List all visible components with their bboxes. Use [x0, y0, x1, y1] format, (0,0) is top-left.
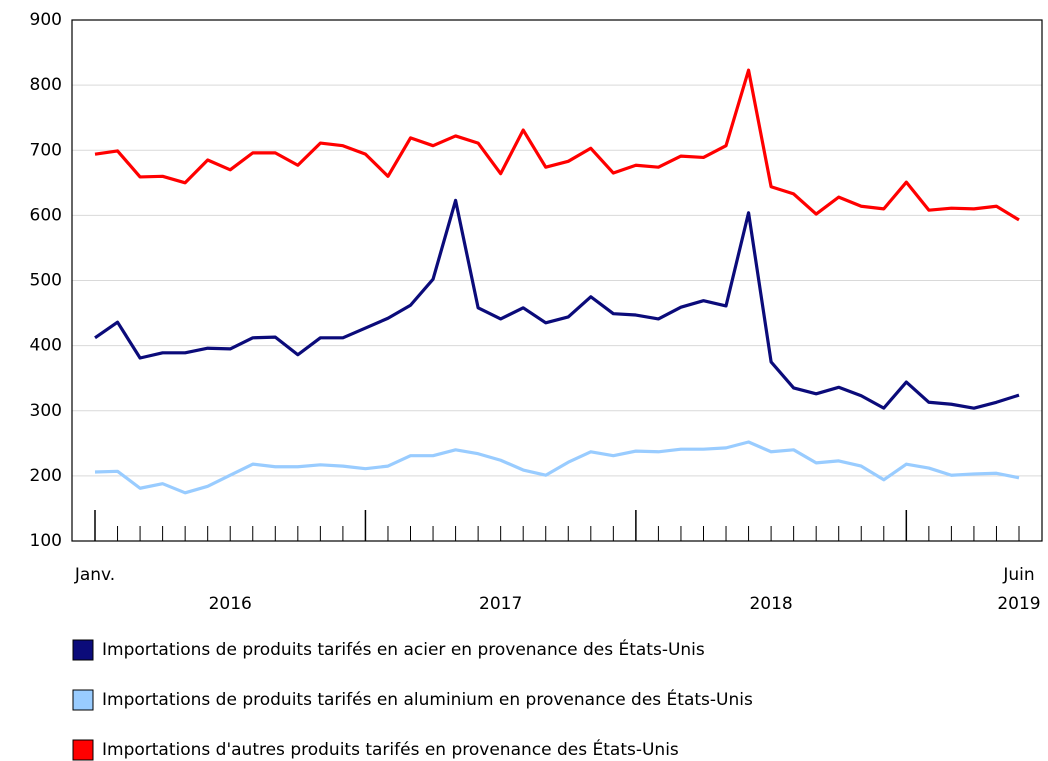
- legend-label: Importations d'autres produits tarifés e…: [102, 738, 679, 760]
- y-tick-label: 500: [30, 271, 62, 291]
- year-label: 2016: [209, 594, 252, 614]
- series-line: [94, 198, 1020, 410]
- plot-frame: [71, 19, 1043, 542]
- x-tick-label: Janv.: [74, 565, 115, 585]
- y-tick-label: 900: [30, 10, 62, 30]
- y-tick-label: 100: [30, 531, 62, 551]
- y-tick-label: 400: [30, 336, 62, 356]
- year-label: 2018: [749, 594, 792, 614]
- legend-swatch: [72, 639, 94, 661]
- legend-label: Importations de produits tarifés en alum…: [102, 688, 753, 710]
- y-tick-label: 200: [30, 466, 62, 486]
- y-tick-label: 800: [30, 75, 62, 95]
- year-label: 2019: [997, 594, 1040, 614]
- legend-label: Importations de produits tarifés en acie…: [102, 638, 705, 660]
- x-tick-label: Juin: [1002, 565, 1034, 585]
- y-tick-label: 600: [30, 205, 62, 225]
- legend-swatch: [72, 739, 94, 761]
- y-tick-label: 300: [30, 401, 62, 421]
- year-label: 2017: [479, 594, 522, 614]
- series-line: [94, 440, 1020, 495]
- series-line: [94, 68, 1020, 222]
- legend-swatch: [72, 689, 94, 711]
- y-tick-label: 700: [30, 140, 62, 160]
